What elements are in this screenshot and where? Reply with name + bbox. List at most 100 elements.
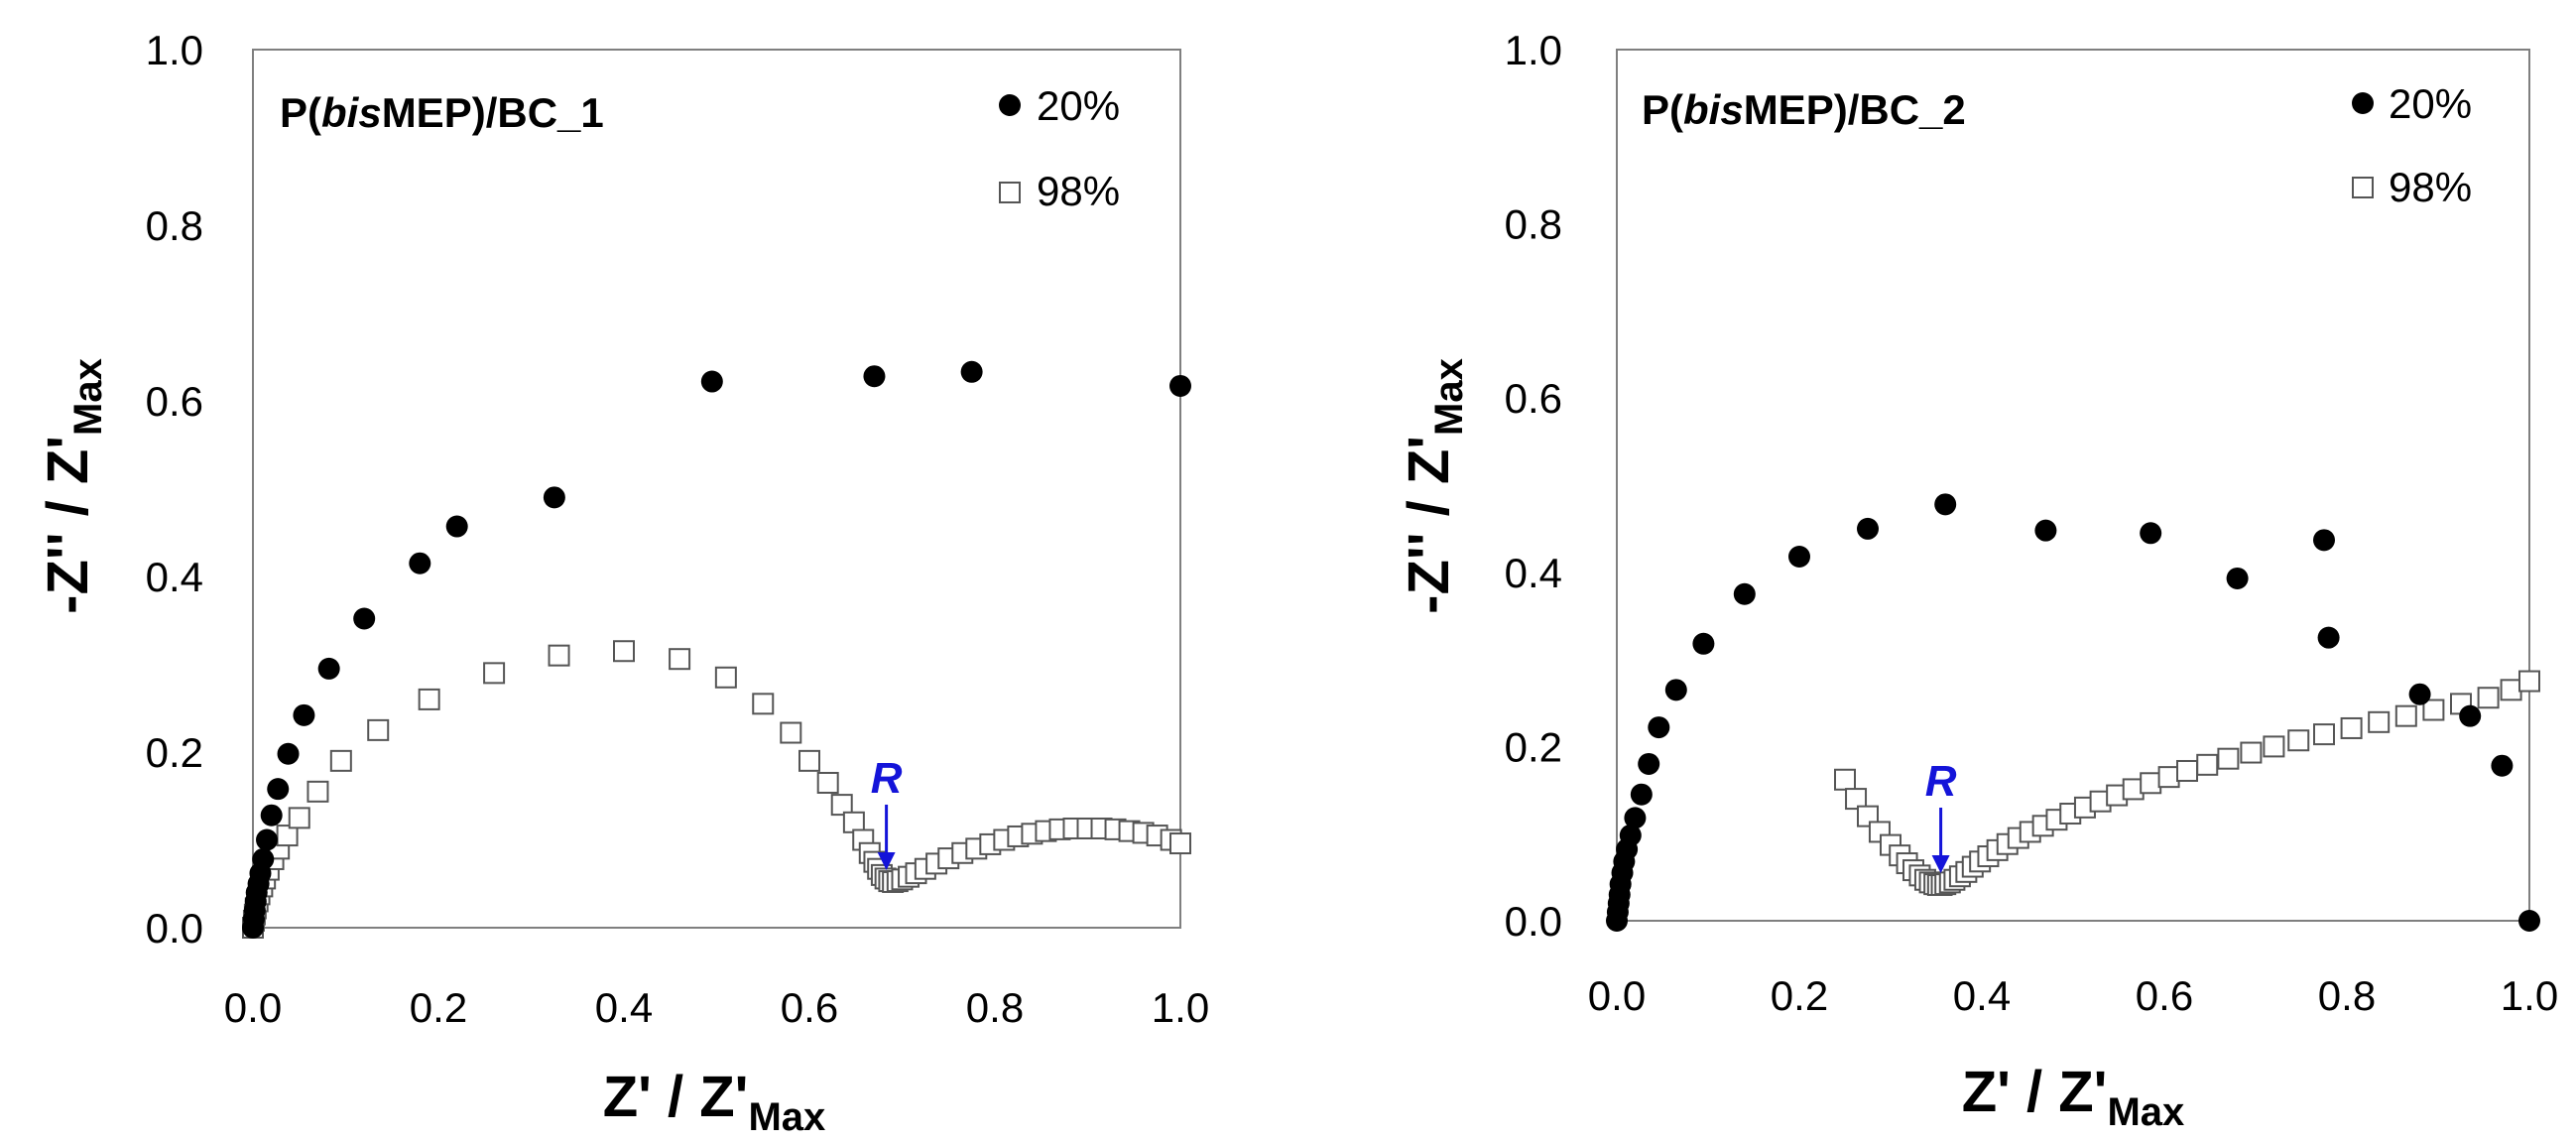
plot-area-1 [252, 49, 1181, 929]
annotation-R-label-2: R [1925, 757, 1957, 806]
data-point-20pct [1169, 374, 1191, 397]
y-axis-title-1: -Z'' / Z'Max [36, 358, 110, 614]
data-point-98pct [780, 721, 802, 744]
legend-1: 20% 98% [999, 82, 1120, 214]
data-point-20pct [1857, 517, 1879, 540]
data-point-98pct [830, 794, 853, 817]
data-point-20pct [1624, 807, 1647, 829]
data-point-20pct [2313, 529, 2335, 552]
data-point-20pct [543, 486, 565, 509]
data-point-20pct [1733, 582, 1756, 605]
y-tick-label: 0.4 [146, 554, 203, 600]
data-point-20pct [1648, 716, 1670, 739]
chart-panel-2: 0.0 0.2 0.4 0.6 0.8 1.0 0.0 0.2 0.4 0.6 0.8 1.0 P(… [1397, 27, 2558, 1134]
data-point-20pct [260, 804, 283, 826]
x-ticks-2: 0.0 0.2 0.4 0.6 0.8 1.0 [1588, 972, 2558, 1019]
chart-panel-1: 0.0 0.2 0.4 0.6 0.8 1.0 0.0 0.2 0.4 0.6 0.8 1.0 P(… [36, 27, 1209, 1139]
data-point-20pct [445, 515, 468, 538]
x-tick-label: 0.2 [1771, 972, 1828, 1019]
y-tick-label: 0.0 [146, 905, 203, 952]
legend-marker-20pct-2 [2352, 92, 2374, 114]
data-point-20pct [267, 778, 290, 801]
x-tick-label: 0.0 [224, 984, 282, 1031]
data-point-20pct [1692, 632, 1715, 655]
data-point-20pct [293, 703, 315, 726]
legend-marker-98pct-1 [999, 182, 1021, 203]
legend-marker-98pct-2 [2352, 177, 2374, 198]
data-point-20pct [863, 365, 886, 388]
x-tick-label: 0.6 [781, 984, 838, 1031]
x-tick-label: 0.4 [1953, 972, 2011, 1019]
data-point-20pct [2518, 910, 2540, 932]
data-point-98pct [2477, 687, 2500, 709]
data-point-98pct [816, 771, 839, 794]
x-axis-title-1: Z' / Z'Max [603, 1065, 826, 1139]
legend-marker-20pct-1 [999, 94, 1021, 116]
data-point-98pct [2157, 766, 2180, 789]
y-ticks-2: 0.0 0.2 0.4 0.6 0.8 1.0 [1505, 27, 1562, 945]
data-point-98pct [288, 807, 310, 829]
data-point-98pct [2140, 772, 2162, 795]
data-point-20pct [2408, 683, 2431, 705]
data-point-98pct [307, 780, 329, 803]
x-tick-label: 0.0 [1588, 972, 1646, 1019]
data-point-20pct [317, 657, 340, 680]
y-tick-label: 0.2 [146, 729, 203, 776]
data-point-20pct [1638, 752, 1660, 775]
data-point-20pct [1619, 824, 1642, 846]
data-point-98pct [548, 644, 570, 667]
y-tick-label: 0.2 [1505, 723, 1562, 770]
data-point-98pct [798, 749, 820, 772]
x-ticks-1: 0.0 0.2 0.4 0.6 0.8 1.0 [224, 984, 1209, 1031]
legend-label-98pct-2: 98% [2389, 164, 2472, 210]
data-point-20pct [700, 370, 723, 393]
panel-title-1: P(bisMEP)/BC_1 [280, 89, 604, 136]
data-point-98pct [367, 718, 390, 741]
data-point-20pct [2140, 522, 2162, 545]
data-point-98pct [1169, 832, 1191, 855]
data-point-98pct [1834, 768, 1856, 791]
data-point-98pct [2518, 670, 2540, 693]
legend-label-20pct-1: 20% [1037, 82, 1120, 129]
data-point-98pct [2313, 723, 2335, 746]
data-point-98pct [2176, 759, 2198, 782]
data-point-98pct [2368, 710, 2391, 733]
annotation-R-2: R [1925, 757, 1957, 874]
data-point-20pct [409, 552, 431, 574]
data-point-98pct [276, 825, 299, 847]
y-tick-label: 0.8 [146, 202, 203, 249]
legend-label-20pct-2: 20% [2389, 80, 2472, 127]
panel-title-2: P(bisMEP)/BC_2 [1642, 86, 1966, 133]
data-point-98pct [2340, 716, 2363, 739]
legend-2: 20% 98% [2352, 80, 2472, 210]
data-point-20pct [1788, 545, 1810, 568]
annotation-R-label-1: R [871, 754, 903, 803]
data-point-20pct [1630, 783, 1653, 806]
data-point-20pct [2226, 567, 2249, 589]
x-tick-label: 1.0 [2501, 972, 2558, 1019]
y-tick-label: 0.0 [1505, 898, 1562, 945]
plot-area-2 [1616, 49, 2530, 922]
x-tick-label: 0.8 [2318, 972, 2376, 1019]
annotation-R-arrowhead-2 [1931, 855, 1950, 874]
data-point-20pct [353, 607, 376, 630]
y-tick-label: 0.6 [1505, 375, 1562, 422]
data-point-20pct [1934, 493, 1957, 516]
data-point-98pct [752, 693, 775, 715]
data-point-98pct [2196, 753, 2219, 776]
data-point-98pct [329, 749, 352, 772]
data-point-20pct [2317, 626, 2340, 649]
y-tick-label: 1.0 [1505, 27, 1562, 73]
data-point-20pct [2459, 704, 2482, 727]
y-tick-label: 0.4 [1505, 550, 1562, 596]
data-point-98pct [2263, 735, 2285, 758]
data-point-20pct [2034, 519, 2057, 542]
y-tick-label: 0.6 [146, 378, 203, 425]
data-point-98pct [418, 688, 440, 710]
data-point-20pct [277, 742, 300, 765]
y-tick-label: 1.0 [146, 27, 203, 73]
data-point-98pct [2240, 741, 2263, 764]
data-point-20pct [960, 360, 983, 383]
x-tick-label: 0.8 [966, 984, 1024, 1031]
